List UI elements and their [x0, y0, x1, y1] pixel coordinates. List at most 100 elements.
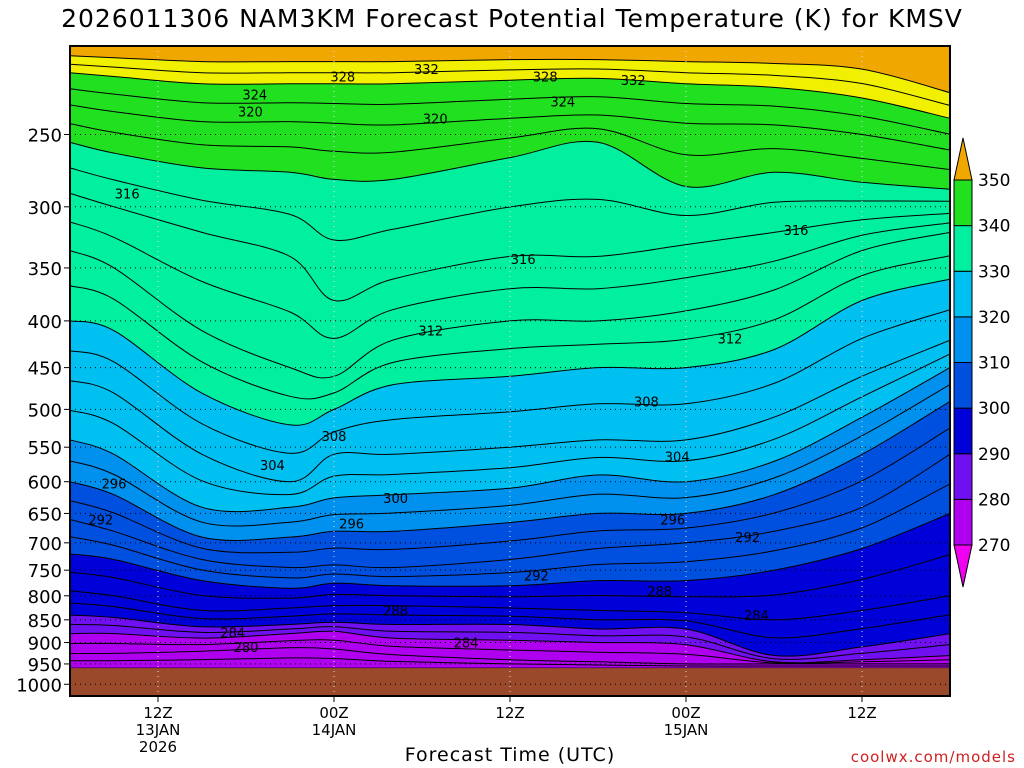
contour-label: 280 — [234, 641, 259, 656]
contour-line — [70, 554, 950, 599]
y-tick-label: 350 — [28, 259, 62, 280]
contour-line — [70, 630, 950, 664]
contour-line — [70, 427, 950, 554]
y-tick-label: 650 — [28, 504, 62, 525]
colorbar-label: 330 — [978, 262, 1010, 282]
x-tick-label: 12Z — [847, 704, 876, 722]
x-tick-label: 14JAN — [312, 721, 357, 739]
contour-label: 304 — [260, 459, 285, 474]
contour-line — [70, 140, 950, 190]
contour-line — [70, 278, 950, 426]
x-tick-label: 2026 — [139, 738, 177, 756]
x-tick-label: 12Z — [495, 704, 524, 722]
x-tick-label: 12Z — [143, 704, 172, 722]
contour-line — [70, 63, 950, 106]
y-tick-label: 550 — [28, 438, 62, 459]
contour-line — [70, 639, 950, 664]
colorbar-label: 280 — [978, 490, 1010, 510]
contour-lines — [70, 55, 950, 669]
contour-label: 328 — [330, 71, 355, 86]
contour-label: 316 — [511, 253, 536, 268]
contour-line — [70, 453, 950, 569]
colorbar-label: 350 — [978, 171, 1010, 191]
contour-line — [70, 483, 950, 579]
contour-line — [70, 353, 950, 496]
y-tick-label: 700 — [28, 534, 62, 555]
y-tick-label: 1000 — [16, 675, 62, 696]
contour-label: 316 — [784, 224, 809, 239]
x-tick-label: 00Z — [671, 704, 700, 722]
contour-labels: 332 328 328 332 324 324 320 320 316 316 316 312 312 3… — [88, 63, 808, 656]
colorbar-high-arrow — [953, 137, 973, 181]
colorbar-low-arrow — [953, 544, 973, 588]
colorbar-label: 310 — [978, 354, 1010, 374]
contour-line — [70, 231, 950, 379]
colorbar-label: 270 — [978, 536, 1010, 556]
y-tick-label: 450 — [28, 359, 62, 380]
colorbar-swatch — [953, 316, 973, 363]
contour-label: 292 — [524, 569, 549, 584]
contour-label: 284 — [744, 609, 769, 624]
contour-line — [70, 367, 950, 513]
contour-label: 320 — [423, 112, 448, 127]
contour-label: 324 — [242, 88, 267, 103]
y-tick-label: 500 — [28, 400, 62, 421]
y-tick-label: 750 — [28, 561, 62, 582]
contour-label: 300 — [383, 492, 408, 507]
contour-label: 284 — [220, 627, 245, 642]
contour-line — [70, 221, 950, 339]
contour-line — [70, 512, 950, 589]
contour-line — [70, 602, 950, 639]
contour-line — [70, 167, 950, 241]
contour-label: 324 — [550, 95, 575, 110]
colorbar-swatch — [953, 270, 973, 318]
y-tick-label: 950 — [28, 655, 62, 676]
colorbar-swatch — [953, 407, 973, 455]
contour-line — [70, 339, 950, 483]
contour-line — [70, 123, 950, 171]
y-tick-label: 800 — [28, 587, 62, 608]
contour-label: 312 — [718, 332, 743, 347]
contour-line — [70, 72, 950, 119]
x-axis-title: Forecast Time (UTC) — [404, 744, 616, 766]
contour-label: 308 — [322, 430, 347, 445]
contour-line — [70, 657, 950, 667]
colorbar-swatch — [953, 498, 973, 546]
y-axis: 2503003504004505005506006507007508008509… — [16, 125, 70, 696]
y-tick-label: 300 — [28, 198, 62, 219]
contour-label: 332 — [621, 74, 646, 89]
contour-line — [70, 104, 950, 151]
contour-line — [70, 384, 950, 527]
y-tick-label: 900 — [28, 633, 62, 654]
contour-label: 320 — [238, 106, 263, 121]
y-tick-label: 600 — [28, 473, 62, 494]
y-tick-label: 850 — [28, 611, 62, 632]
y-tick-label: 400 — [28, 312, 62, 333]
colorbar-swatch — [953, 362, 973, 409]
contour-line — [70, 590, 950, 621]
colorbar-label: 300 — [978, 399, 1010, 419]
colorbar: 270 280 290 300 310 320 330 340 350 — [953, 137, 1010, 588]
contour-label: 292 — [88, 513, 113, 528]
x-tick-label: 00Z — [319, 704, 348, 722]
contour-label: 296 — [339, 518, 364, 533]
colorbar-label: 320 — [978, 308, 1010, 328]
y-tick-label: 250 — [28, 125, 62, 146]
site-credit[interactable]: coolwx.com/models — [850, 748, 1016, 766]
contour-label: 288 — [647, 585, 672, 600]
contour-label: 288 — [383, 604, 408, 619]
contour-line — [70, 55, 950, 94]
contour-line — [70, 614, 950, 657]
grid-lines — [70, 46, 950, 696]
contour-label: 292 — [735, 531, 760, 546]
colorbar-swatch — [953, 179, 973, 227]
contour-label: 312 — [418, 325, 443, 340]
contour-label: 284 — [454, 636, 479, 651]
contour-label: 296 — [102, 478, 127, 493]
contour-label: 308 — [634, 395, 659, 410]
colorbar-label: 290 — [978, 445, 1010, 465]
colorbar-swatch — [953, 225, 973, 272]
contour-line — [70, 623, 950, 660]
